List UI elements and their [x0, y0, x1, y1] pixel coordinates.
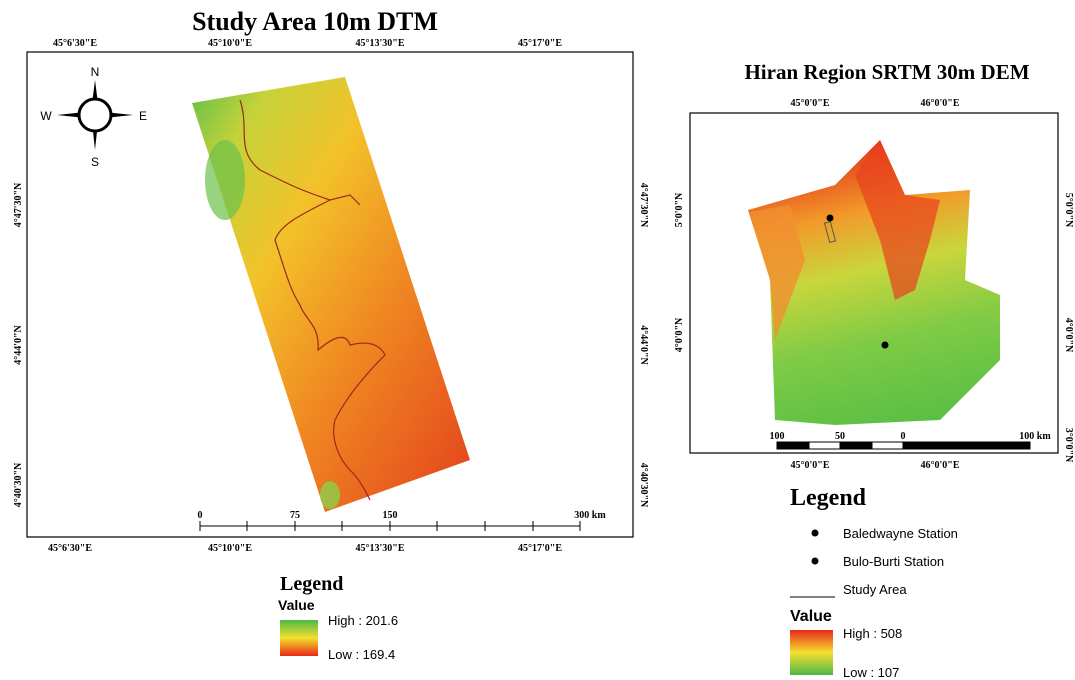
- scale-label: 50: [835, 431, 845, 442]
- scale-label: 75: [290, 510, 300, 521]
- lon-label: 45°13'30"E: [356, 38, 405, 49]
- dem-highland: [750, 205, 805, 340]
- legend-low: Low : 107: [843, 665, 899, 680]
- compass-s: S: [91, 155, 99, 169]
- lon-label: 45°6'30"E: [53, 38, 97, 49]
- lon-label: 45°6'30"E: [48, 543, 92, 554]
- legend-ramp: [280, 620, 318, 656]
- right-title: Hiran Region SRTM 30m DEM: [744, 60, 1029, 84]
- scale-label: 100 km: [1019, 431, 1051, 442]
- scale-bar: [199, 521, 581, 531]
- legend-value-title: Value: [278, 597, 315, 613]
- lon-label: 45°13'30"E: [356, 543, 405, 554]
- river: [239, 99, 386, 501]
- scale-label: 0: [901, 431, 906, 442]
- dtm-patch: [205, 140, 245, 220]
- scale-bar: [776, 441, 1031, 450]
- scale-label: 300 km: [574, 510, 606, 521]
- lon-label: 45°10'0"E: [208, 38, 252, 49]
- station: [826, 214, 834, 222]
- lat-label: 5°0'0"N: [1063, 193, 1074, 228]
- compass: [57, 80, 133, 150]
- lon-label: 46°0'0"E: [921, 460, 960, 471]
- scale-label: 100: [770, 431, 785, 442]
- lat-label: 3°0'0"N: [1063, 428, 1074, 463]
- lon-label: 45°0'0"E: [791, 98, 830, 109]
- lon-label: 45°10'0"E: [208, 543, 252, 554]
- station: [881, 341, 889, 349]
- legend-high: High : 508: [843, 626, 902, 641]
- legend-low: Low : 169.4: [328, 647, 395, 662]
- lat-label: 5°0'0"N: [674, 192, 685, 227]
- legend-high: High : 201.6: [328, 613, 398, 628]
- lat-label: 4°40'30"N: [13, 462, 24, 507]
- legend-station-symbol: [811, 529, 819, 537]
- legend-station-symbol: [811, 557, 819, 565]
- legend-ramp: [790, 630, 833, 675]
- legend-title: Legend: [280, 573, 343, 595]
- scale-label: 0: [198, 510, 203, 521]
- left-title: Study Area 10m DTM: [192, 7, 438, 36]
- compass-w: W: [40, 109, 52, 123]
- lat-label: 4°47'30"N: [638, 183, 649, 228]
- compass-n: N: [91, 65, 100, 79]
- lon-label: 45°17'0"E: [518, 543, 562, 554]
- legend-station: Bulo-Burti Station: [843, 554, 944, 569]
- dtm-patch: [320, 481, 340, 509]
- legend-value-title: Value: [790, 608, 832, 625]
- legend-station: Baledwayne Station: [843, 526, 958, 541]
- legend-title: Legend: [790, 485, 867, 511]
- lat-label: 4°44'0"N: [13, 324, 24, 364]
- study-area-outline: [823, 220, 837, 244]
- lat-label: 4°44'0"N: [638, 325, 649, 365]
- scale-label: 150: [383, 510, 398, 521]
- lat-label: 4°0'0"N: [674, 317, 685, 352]
- compass-e: E: [139, 109, 147, 123]
- lon-label: 46°0'0"E: [921, 98, 960, 109]
- lat-label: 4°40'30"N: [638, 463, 649, 508]
- legend-study-area: Study Area: [843, 582, 907, 597]
- lat-label: 4°0'0"N: [1063, 318, 1074, 353]
- lon-label: 45°17'0"E: [518, 38, 562, 49]
- lon-label: 45°0'0"E: [791, 460, 830, 471]
- dem-highland: [855, 140, 940, 300]
- lat-label: 4°47'30"N: [13, 182, 24, 227]
- dtm-raster: [192, 77, 470, 512]
